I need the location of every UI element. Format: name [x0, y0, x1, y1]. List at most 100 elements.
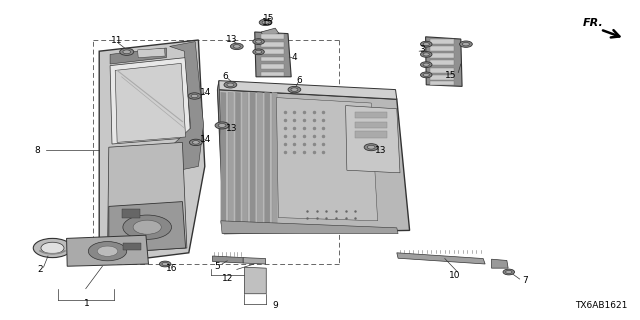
Polygon shape	[221, 92, 226, 224]
Circle shape	[506, 270, 512, 274]
Bar	[430, 53, 454, 58]
Text: 13: 13	[226, 35, 237, 44]
Circle shape	[191, 94, 198, 98]
Polygon shape	[346, 106, 400, 173]
Polygon shape	[255, 32, 291, 77]
Circle shape	[224, 82, 237, 88]
Text: 15: 15	[263, 14, 275, 23]
Text: 6: 6	[297, 76, 302, 84]
Circle shape	[423, 63, 429, 66]
Circle shape	[423, 73, 429, 76]
Text: TX6AB1621: TX6AB1621	[575, 301, 627, 310]
Circle shape	[253, 49, 264, 55]
Bar	[430, 75, 454, 80]
Polygon shape	[261, 28, 279, 37]
Circle shape	[188, 93, 201, 99]
Circle shape	[41, 242, 64, 254]
Polygon shape	[257, 92, 262, 224]
Text: 3: 3	[420, 45, 425, 54]
Circle shape	[423, 43, 429, 46]
Circle shape	[227, 83, 234, 87]
Circle shape	[88, 242, 127, 261]
Bar	[261, 34, 284, 39]
Circle shape	[234, 45, 241, 48]
Circle shape	[33, 238, 72, 258]
Polygon shape	[110, 58, 191, 144]
Polygon shape	[138, 48, 165, 58]
Circle shape	[123, 50, 131, 54]
Circle shape	[367, 145, 375, 149]
Bar	[122, 209, 140, 218]
Circle shape	[291, 88, 298, 92]
Circle shape	[255, 40, 262, 43]
Bar	[355, 122, 387, 128]
Text: 14: 14	[200, 135, 212, 144]
Circle shape	[420, 62, 432, 68]
Polygon shape	[221, 221, 398, 234]
Polygon shape	[244, 267, 266, 294]
Text: 9: 9	[273, 301, 278, 310]
Text: 5: 5	[215, 262, 220, 271]
Bar	[355, 112, 387, 118]
Circle shape	[192, 140, 200, 144]
Circle shape	[253, 39, 264, 44]
Text: FR.: FR.	[582, 18, 603, 28]
Text: 13: 13	[375, 146, 387, 155]
Polygon shape	[67, 235, 148, 266]
Polygon shape	[272, 92, 277, 224]
Circle shape	[133, 220, 161, 234]
Text: 2: 2	[37, 265, 42, 274]
Text: 15: 15	[445, 71, 457, 80]
Polygon shape	[265, 92, 270, 224]
Bar	[355, 131, 387, 138]
Polygon shape	[163, 42, 204, 173]
Bar	[261, 64, 284, 69]
Polygon shape	[110, 48, 166, 64]
Text: 1: 1	[84, 299, 89, 308]
Circle shape	[123, 215, 172, 239]
Circle shape	[230, 43, 243, 50]
Circle shape	[503, 269, 515, 275]
Polygon shape	[243, 258, 266, 264]
Circle shape	[364, 144, 378, 151]
Circle shape	[462, 43, 470, 46]
Polygon shape	[250, 92, 255, 224]
Bar	[261, 57, 284, 61]
Polygon shape	[108, 142, 187, 253]
Text: 13: 13	[226, 124, 237, 132]
Polygon shape	[243, 92, 248, 224]
Circle shape	[288, 86, 301, 93]
Polygon shape	[99, 40, 205, 264]
Bar	[261, 49, 284, 54]
Circle shape	[262, 21, 269, 24]
Polygon shape	[492, 259, 508, 268]
Bar	[261, 42, 284, 47]
Circle shape	[420, 72, 432, 78]
Polygon shape	[212, 256, 243, 263]
Bar	[430, 46, 454, 51]
Circle shape	[159, 261, 171, 267]
Polygon shape	[218, 81, 397, 99]
Polygon shape	[218, 90, 410, 234]
Polygon shape	[115, 63, 186, 142]
Bar	[430, 39, 454, 44]
Text: 14: 14	[200, 88, 212, 97]
Circle shape	[259, 19, 272, 26]
Circle shape	[255, 50, 262, 53]
Text: 10: 10	[449, 271, 460, 280]
Text: 8: 8	[35, 146, 40, 155]
Circle shape	[423, 53, 429, 56]
Text: 11: 11	[111, 36, 122, 45]
Circle shape	[420, 41, 432, 47]
Polygon shape	[228, 92, 233, 224]
Text: 6: 6	[223, 72, 228, 81]
Text: 12: 12	[221, 274, 233, 283]
Circle shape	[120, 48, 134, 55]
Bar	[261, 72, 284, 76]
Bar	[123, 243, 141, 250]
Polygon shape	[426, 37, 462, 86]
Circle shape	[162, 262, 168, 266]
Text: 15: 15	[0, 319, 1, 320]
Polygon shape	[218, 81, 225, 234]
Text: 4: 4	[292, 53, 297, 62]
